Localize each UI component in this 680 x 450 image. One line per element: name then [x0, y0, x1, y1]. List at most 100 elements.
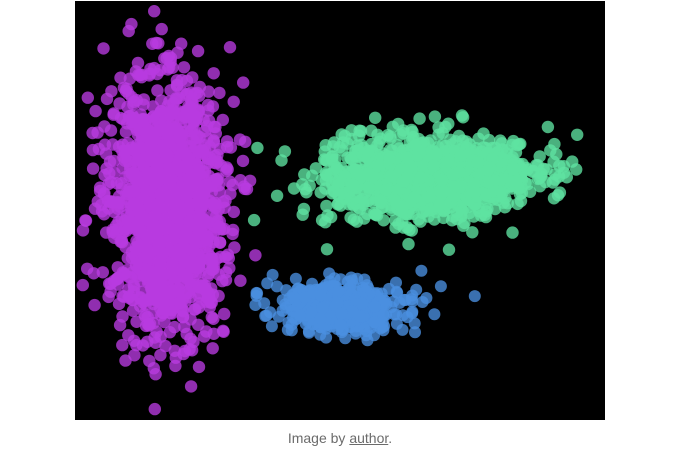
data-point: [156, 247, 169, 260]
data-point: [472, 201, 486, 215]
data-point: [533, 180, 547, 193]
data-point: [126, 304, 140, 317]
data-point: [111, 273, 124, 286]
scatter-plot: [75, 1, 605, 420]
cluster-2: [247, 109, 584, 256]
data-point: [125, 17, 138, 31]
data-point: [129, 173, 142, 186]
data-point: [130, 338, 143, 352]
data-point: [145, 226, 158, 239]
data-point: [213, 86, 226, 100]
data-point: [202, 169, 216, 183]
data-point: [409, 139, 422, 152]
data-point: [320, 243, 334, 256]
data-point: [481, 164, 495, 177]
data-point: [154, 348, 167, 362]
data-point: [201, 230, 214, 243]
figure-image: [75, 1, 605, 420]
data-point: [76, 224, 90, 237]
data-point: [334, 318, 347, 331]
data-point: [192, 301, 205, 314]
caption-prefix: Image by: [287, 430, 350, 446]
data-point: [161, 107, 174, 121]
data-point: [468, 290, 481, 303]
data-point: [437, 185, 450, 198]
data-point: [207, 67, 220, 80]
data-point: [407, 207, 420, 221]
caption-suffix: .: [388, 430, 393, 446]
data-point: [259, 310, 272, 322]
data-point: [471, 156, 485, 169]
data-point: [116, 310, 129, 323]
data-point: [222, 252, 235, 265]
data-point: [211, 155, 224, 168]
data-point: [199, 179, 212, 192]
data-point: [369, 111, 382, 125]
data-point: [130, 259, 143, 272]
data-point: [306, 306, 318, 319]
data-point: [179, 229, 192, 242]
data-point: [110, 177, 123, 190]
data-point: [239, 135, 252, 148]
data-point: [379, 183, 393, 197]
data-point: [199, 124, 212, 138]
data-point: [176, 141, 189, 154]
data-point: [428, 213, 441, 226]
data-point: [194, 148, 207, 161]
data-point: [112, 297, 126, 311]
data-point: [194, 255, 207, 268]
data-point: [148, 402, 161, 416]
data-point: [207, 327, 220, 340]
data-point: [234, 174, 247, 187]
data-point: [100, 92, 114, 106]
data-point: [110, 196, 124, 209]
data-point: [428, 308, 441, 321]
data-point: [209, 179, 222, 193]
data-point: [390, 317, 403, 330]
data-point: [97, 42, 110, 55]
data-point: [442, 155, 455, 168]
data-point: [376, 316, 389, 329]
data-point: [187, 123, 201, 136]
data-point: [434, 280, 447, 293]
data-point: [147, 133, 161, 146]
data-point: [171, 248, 184, 261]
data-point: [189, 218, 202, 232]
data-point: [110, 227, 123, 241]
data-point: [201, 98, 215, 112]
data-point: [406, 295, 419, 308]
data-point: [314, 289, 327, 302]
data-point: [396, 200, 409, 213]
data-point: [192, 360, 206, 374]
data-point: [314, 328, 327, 341]
data-point: [450, 206, 464, 219]
data-point: [87, 267, 100, 280]
data-point: [283, 292, 296, 305]
data-point: [147, 297, 160, 311]
data-point: [249, 249, 262, 262]
data-point: [368, 329, 381, 342]
data-point: [151, 84, 164, 97]
data-point: [346, 178, 360, 192]
data-point: [86, 126, 99, 140]
data-point: [178, 160, 191, 173]
author-link[interactable]: author: [349, 430, 389, 446]
data-point: [320, 199, 333, 213]
data-point: [198, 330, 211, 343]
data-point: [331, 296, 344, 309]
data-point: [114, 71, 127, 84]
data-point: [151, 67, 164, 81]
data-point: [130, 197, 143, 211]
data-point: [86, 162, 100, 175]
data-point: [175, 125, 188, 139]
data-point: [368, 300, 381, 313]
data-point: [130, 123, 144, 137]
data-point: [339, 332, 352, 345]
data-point: [442, 117, 455, 130]
data-point: [143, 317, 157, 330]
data-point: [147, 210, 160, 223]
data-point: [402, 237, 415, 251]
data-point: [236, 154, 250, 168]
data-point: [389, 221, 402, 234]
data-point: [420, 292, 433, 304]
